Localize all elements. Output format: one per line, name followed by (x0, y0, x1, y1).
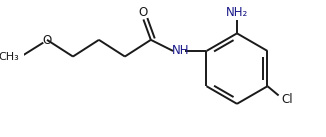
Text: CH₃: CH₃ (0, 52, 19, 62)
Text: O: O (42, 34, 52, 47)
Text: NH₂: NH₂ (226, 6, 248, 19)
Text: NH: NH (172, 44, 189, 57)
Text: Cl: Cl (281, 93, 293, 106)
Text: O: O (139, 5, 148, 18)
